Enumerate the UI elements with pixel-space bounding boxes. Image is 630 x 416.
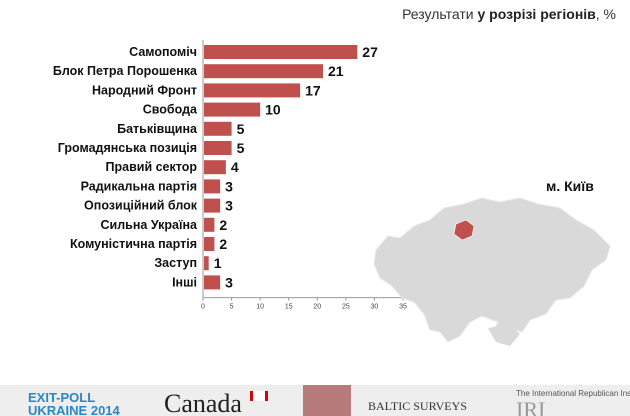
bar — [204, 102, 261, 117]
data-label: 1 — [214, 255, 222, 271]
data-label: 17 — [305, 82, 321, 98]
iri-logo: IRI — [516, 397, 546, 416]
region-label: м. Київ — [546, 178, 594, 194]
bar — [204, 217, 215, 232]
bar — [204, 83, 301, 98]
sponsor-logo-block — [303, 385, 351, 416]
baltic-surveys-logo: BALTIC SURVEYS — [368, 399, 467, 413]
ukraine-map-outline — [373, 197, 611, 343]
data-label: 5 — [237, 121, 245, 137]
category-label: Батьківщина — [117, 122, 198, 136]
chart-header: Результати у розрізі регіонів, % — [402, 6, 616, 22]
data-label: 3 — [225, 178, 233, 194]
bar — [204, 237, 215, 251]
bar — [204, 256, 209, 271]
x-tick-label: 30 — [371, 304, 379, 311]
category-label: Правий сектор — [106, 160, 198, 174]
category-label: Народний Фронт — [92, 83, 197, 97]
category-label: Свобода — [143, 103, 198, 117]
category-label: Комуністична партія — [70, 237, 197, 251]
x-tick-label: 0 — [201, 304, 205, 311]
data-label: 21 — [328, 63, 344, 79]
category-label: Блок Петра Порошенка — [53, 64, 198, 78]
iri-caption: The International Republican Institute — [516, 389, 630, 398]
exit-poll-logo: EXIT-POLL UKRAINE 2014 — [28, 391, 120, 416]
data-label: 10 — [265, 102, 281, 118]
bar — [204, 141, 232, 155]
category-label: Самопоміч — [129, 45, 197, 59]
x-tick-label: 20 — [313, 304, 321, 311]
ukraine-map-icon — [373, 197, 611, 346]
category-label: Опозиційний блок — [84, 199, 198, 213]
crimea-outline — [488, 324, 520, 346]
bar — [204, 179, 221, 194]
kyiv-region-marker — [453, 219, 475, 241]
data-label: 2 — [219, 236, 227, 252]
category-label: Радикальна партія — [81, 179, 197, 193]
data-label: 27 — [362, 44, 378, 60]
bar — [204, 64, 323, 79]
header-prefix: Результати — [402, 6, 474, 22]
exit-poll-line2: UKRAINE 2014 — [28, 403, 120, 416]
x-tick-label: 15 — [285, 304, 293, 311]
x-tick-label: 35 — [399, 304, 407, 311]
header-suffix: , % — [595, 6, 616, 22]
bar — [204, 275, 221, 290]
bar — [204, 160, 226, 175]
bar — [204, 45, 358, 59]
canada-flag-icon — [250, 391, 268, 401]
bar — [204, 121, 232, 136]
category-label: Інші — [172, 275, 197, 289]
canada-logo: Canada — [164, 389, 242, 416]
x-tick-label: 5 — [230, 304, 234, 311]
data-label: 3 — [225, 198, 233, 214]
x-tick-label: 25 — [342, 304, 350, 311]
exit-poll-line1: EXIT-POLL — [28, 390, 96, 405]
data-label: 3 — [225, 274, 233, 290]
category-label: Заступ — [154, 256, 197, 270]
data-label: 5 — [237, 140, 245, 156]
footer-logos: EXIT-POLL UKRAINE 2014 Canada BALTIC SUR… — [0, 385, 630, 416]
data-label: 4 — [231, 159, 239, 175]
x-tick-label: 10 — [256, 304, 264, 311]
data-label: 2 — [219, 217, 227, 233]
category-label: Сильна Україна — [101, 218, 199, 232]
header-bold: у розрізі регіонів — [477, 6, 596, 22]
bar — [204, 198, 221, 213]
category-label: Громадянська позиція — [58, 141, 197, 155]
